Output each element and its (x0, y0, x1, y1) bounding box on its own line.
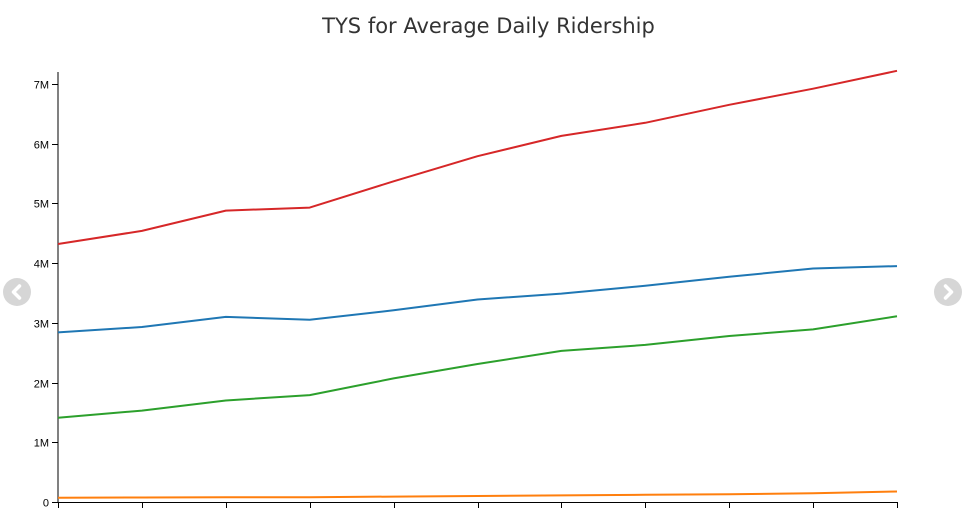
y-tick-label: 6M (34, 140, 49, 152)
y-tick-label: 5M (34, 199, 49, 211)
y-tick-label: 3M (34, 319, 49, 331)
series-layer (57, 69, 898, 499)
series-line-4 (57, 490, 898, 499)
y-tick-label: 1M (34, 438, 49, 450)
series-line-3 (57, 315, 898, 419)
chevron-right-icon (943, 284, 954, 300)
carousel-prev-button[interactable] (3, 278, 31, 306)
x-axis (58, 502, 898, 508)
y-tick-label: 7M (34, 80, 49, 92)
series-line-2 (57, 265, 898, 334)
chart-title: TYS for Average Daily Ridership (322, 14, 655, 38)
y-tick-label: 4M (34, 259, 49, 271)
carousel-next-button[interactable] (934, 278, 962, 306)
series-line-1 (57, 69, 898, 245)
y-tick-label: 0 (43, 498, 49, 510)
chevron-left-icon (11, 284, 22, 300)
y-tick-label: 2M (34, 379, 49, 391)
y-axis: 0 1M 2M 3M 4M 5M 6M 7M (34, 72, 59, 510)
